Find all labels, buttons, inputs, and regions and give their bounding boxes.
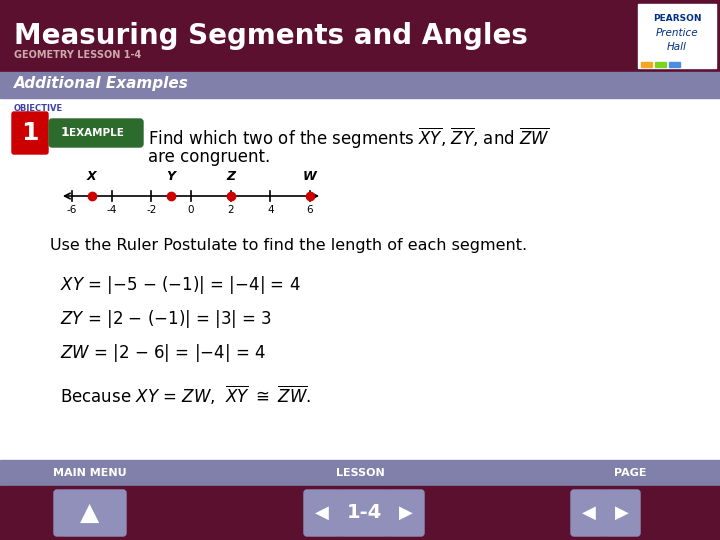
Text: ▲: ▲ [81, 501, 99, 525]
Text: OBJECTIVE: OBJECTIVE [14, 104, 63, 113]
FancyBboxPatch shape [12, 112, 48, 154]
FancyBboxPatch shape [49, 119, 143, 147]
Bar [0, 486, 720, 540]
Text: are congruent.: are congruent. [148, 148, 270, 166]
FancyBboxPatch shape [571, 490, 607, 536]
Text: W: W [303, 170, 317, 183]
Text: $ZY$ = |2 $-$ ($-$1)| = |3| = 3: $ZY$ = |2 $-$ ($-$1)| = |3| = 3 [60, 308, 272, 330]
Text: -6: -6 [67, 205, 77, 215]
Text: -4: -4 [107, 205, 117, 215]
FancyBboxPatch shape [388, 490, 424, 536]
Text: ▶: ▶ [399, 504, 413, 522]
Text: ▶: ▶ [615, 504, 629, 522]
Bar [655, 62, 666, 67]
Text: Y: Y [166, 170, 176, 183]
Bar [0, 72, 720, 98]
Text: Z: Z [226, 170, 235, 183]
Text: Because $XY$ = $ZW$,  $\overline{XY}$ $\cong$ $\overline{ZW}$.: Because $XY$ = $ZW$, $\overline{XY}$ $\c… [60, 384, 311, 407]
FancyBboxPatch shape [604, 490, 640, 536]
Text: 0: 0 [188, 205, 194, 215]
Text: Measuring Segments and Angles: Measuring Segments and Angles [14, 22, 528, 50]
Text: PEARSON: PEARSON [653, 14, 701, 23]
Bar [641, 62, 652, 67]
Bar [669, 62, 680, 67]
Text: $XY$ = |$-$5 $-$ ($-$1)| = |$-$4| = 4: $XY$ = |$-$5 $-$ ($-$1)| = |$-$4| = 4 [60, 274, 301, 296]
Text: 2: 2 [228, 205, 234, 215]
Text: Hall: Hall [667, 42, 687, 52]
Text: Prentice: Prentice [656, 28, 698, 38]
Text: -2: -2 [146, 205, 156, 215]
Text: MAIN MENU: MAIN MENU [53, 468, 127, 478]
Text: Use the Ruler Postulate to find the length of each segment.: Use the Ruler Postulate to find the leng… [50, 238, 527, 253]
FancyBboxPatch shape [304, 490, 340, 536]
Text: 4: 4 [267, 205, 274, 215]
Text: EXAMPLE: EXAMPLE [68, 128, 123, 138]
Text: Find which two of the segments $\overline{XY}$, $\overline{ZY}$, and $\overline{: Find which two of the segments $\overlin… [148, 126, 549, 151]
Text: PAGE: PAGE [613, 468, 647, 478]
Text: ◀: ◀ [315, 504, 329, 522]
Text: LESSON: LESSON [336, 468, 384, 478]
Text: 1: 1 [22, 121, 39, 145]
Text: 1-4: 1-4 [346, 503, 382, 523]
Text: GEOMETRY LESSON 1-4: GEOMETRY LESSON 1-4 [14, 50, 141, 60]
Bar [638, 4, 716, 68]
Bar [0, 460, 720, 486]
Text: $ZW$ = |2 $-$ 6| = |$-$4| = 4: $ZW$ = |2 $-$ 6| = |$-$4| = 4 [60, 342, 266, 364]
Text: X: X [87, 170, 96, 183]
Text: Additional Examples: Additional Examples [14, 76, 189, 91]
FancyBboxPatch shape [337, 490, 391, 536]
Bar [0, 0, 720, 72]
FancyBboxPatch shape [54, 490, 126, 536]
Text: 1: 1 [61, 126, 70, 139]
Text: ◀: ◀ [582, 504, 596, 522]
Text: 6: 6 [307, 205, 313, 215]
